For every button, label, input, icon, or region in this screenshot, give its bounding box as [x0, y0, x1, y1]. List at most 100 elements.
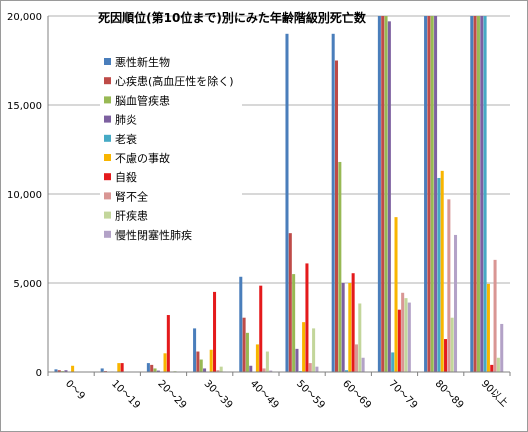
bar [209, 349, 213, 372]
legend-swatch [104, 134, 111, 142]
bar [391, 352, 395, 372]
bar [153, 368, 157, 372]
bar [216, 370, 220, 372]
bar [384, 16, 388, 372]
bar [440, 170, 444, 372]
bar [358, 303, 362, 372]
bar [196, 351, 200, 372]
bar [199, 359, 203, 372]
legend-swatch [104, 77, 111, 85]
bar [473, 16, 477, 372]
bar [394, 217, 398, 372]
bar [480, 16, 484, 372]
y-tick-label: 20,000 [7, 12, 42, 23]
bar [331, 33, 335, 373]
bar [500, 323, 504, 372]
x-tick-label: 0〜9 [63, 378, 87, 402]
bar [361, 357, 365, 372]
bar [219, 366, 223, 372]
chart-title: 死因順位(第10位まで)別にみた年齢階級別死亡数 [98, 10, 367, 25]
bar [269, 370, 273, 372]
bar [377, 16, 381, 372]
x-tick-label: 90以上 [479, 378, 511, 410]
bar [493, 259, 497, 372]
bar [427, 16, 431, 372]
x-tick-label: 50〜59 [294, 378, 327, 411]
bar [292, 274, 296, 372]
bar [470, 16, 474, 372]
bar [166, 315, 170, 372]
bar [354, 344, 358, 372]
legend-label: 慢性閉塞性肺疾 [115, 228, 192, 242]
bar [239, 276, 243, 372]
bar [437, 177, 441, 372]
bar [203, 368, 207, 372]
legend-label: 肝疾患 [115, 209, 148, 223]
legend-background [100, 52, 242, 248]
legend-swatch [104, 211, 111, 219]
bar [338, 161, 342, 372]
bar [305, 263, 309, 372]
legend-label: 腎不全 [115, 189, 148, 203]
bar [476, 16, 480, 372]
legend-swatch [104, 96, 111, 104]
bar [156, 370, 160, 372]
bar [483, 16, 487, 372]
y-tick-label: 10,000 [7, 190, 42, 201]
bar [302, 322, 306, 372]
bar [387, 21, 391, 373]
bar [265, 351, 269, 372]
bar [100, 368, 104, 372]
x-tick-label: 80〜89 [433, 378, 466, 411]
legend-label: 肺炎 [115, 114, 137, 127]
bar [163, 353, 167, 372]
bar [344, 370, 348, 372]
legend-swatch [104, 154, 111, 161]
bar [57, 370, 61, 372]
bar [213, 291, 217, 372]
legend-label: 自殺 [115, 170, 137, 184]
bar [397, 309, 401, 372]
y-tick-label: 15,000 [7, 101, 42, 112]
x-tick-label: 10〜19 [109, 378, 142, 411]
bar [434, 16, 438, 372]
bar [150, 364, 154, 372]
bar [285, 33, 289, 373]
bar [259, 285, 263, 372]
bar [245, 332, 249, 372]
legend-label: 心疾患(高血圧性を除く) [115, 74, 234, 88]
bar [54, 369, 58, 372]
x-tick-label: 40〜49 [248, 378, 281, 411]
bar [308, 363, 312, 372]
legend-swatch [104, 192, 111, 200]
bar [120, 363, 124, 372]
bar [486, 283, 490, 372]
bar [193, 328, 197, 372]
bar [312, 328, 316, 372]
bar [351, 273, 355, 372]
bar [454, 234, 458, 372]
bar [146, 363, 150, 372]
x-tick-label: 30〜39 [202, 378, 235, 411]
legend-swatch [104, 115, 111, 123]
legend-swatch [104, 230, 111, 238]
bar [444, 339, 448, 372]
x-tick-label: 20〜29 [155, 378, 188, 411]
legend-label: 不慮の事故 [115, 151, 170, 165]
bar [447, 199, 451, 372]
bar [450, 317, 454, 372]
bar [71, 365, 75, 372]
bar [381, 16, 385, 372]
y-tick-label: 5,000 [13, 279, 42, 290]
bar [262, 368, 266, 372]
bar [242, 317, 246, 372]
bar [404, 298, 408, 372]
bar [490, 364, 494, 372]
bar [341, 283, 345, 372]
y-tick-label: 0 [36, 368, 42, 379]
bar [407, 302, 411, 372]
bar [255, 344, 259, 372]
legend-swatch [104, 58, 111, 65]
bar [401, 292, 405, 372]
